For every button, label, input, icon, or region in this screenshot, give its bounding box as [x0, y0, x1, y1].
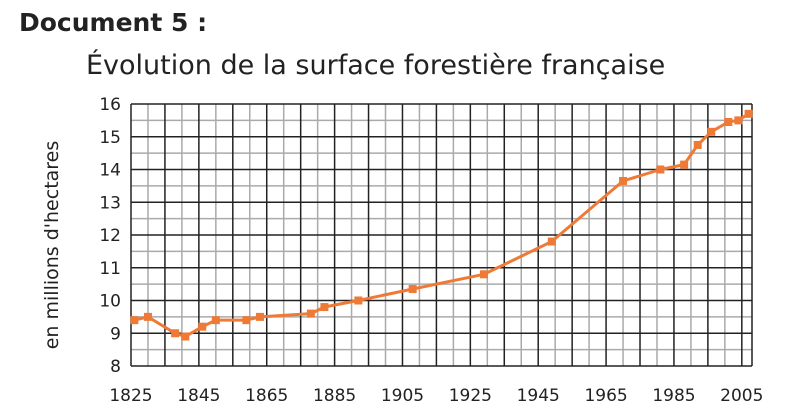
- data-point: [619, 176, 628, 185]
- y-tick-label: 10: [99, 292, 121, 312]
- x-tick-label: 1985: [652, 386, 695, 406]
- data-point: [547, 237, 556, 246]
- major-gridlines: [130, 103, 753, 367]
- data-point: [680, 160, 689, 169]
- data-point: [181, 332, 190, 341]
- x-tick-label: 2005: [720, 386, 763, 406]
- x-tick-label: 1865: [245, 386, 288, 406]
- document-label: Document 5 :: [19, 8, 208, 37]
- x-tick-label: 1825: [109, 386, 152, 406]
- data-point: [744, 109, 753, 118]
- data-point: [211, 316, 220, 325]
- y-tick-label: 12: [99, 226, 121, 246]
- y-tick-label: 15: [99, 128, 121, 148]
- data-point: [693, 140, 702, 149]
- y-tick-label: 9: [110, 324, 121, 344]
- data-point: [255, 312, 264, 321]
- x-tick-label: 1845: [177, 386, 220, 406]
- x-tick-label: 1965: [584, 386, 627, 406]
- series-polyline: [134, 112, 750, 338]
- series-line: [130, 109, 753, 341]
- x-axis-ticks: 1825 1845 1865 1885 1905 1925 1945 1965 1985 2005: [109, 386, 763, 406]
- x-tick-label: 1905: [381, 386, 424, 406]
- data-point: [143, 312, 152, 321]
- y-tick-label: 13: [99, 193, 121, 213]
- data-point: [408, 285, 417, 294]
- y-tick-label: 8: [110, 357, 121, 377]
- data-point: [130, 316, 139, 325]
- data-point: [198, 322, 207, 331]
- data-point: [354, 296, 363, 305]
- y-tick-label: 14: [99, 161, 121, 181]
- x-tick-label: 1925: [449, 386, 492, 406]
- y-axis-ticks: 8 9 10 11 12 13 14 15 16: [99, 95, 121, 377]
- data-point: [734, 116, 743, 125]
- y-tick-label: 16: [99, 95, 121, 115]
- y-tick-label: 11: [99, 259, 121, 279]
- data-point: [724, 118, 733, 127]
- data-point: [242, 316, 251, 325]
- data-point: [306, 309, 315, 318]
- data-point: [479, 270, 488, 279]
- data-point: [707, 127, 716, 136]
- data-point: [656, 165, 665, 174]
- data-point: [320, 303, 329, 312]
- y-axis-label: en millions d'hectares: [41, 141, 63, 350]
- x-tick-label: 1885: [313, 386, 356, 406]
- x-tick-label: 1945: [517, 386, 560, 406]
- data-point: [171, 329, 180, 338]
- chart-title: Évolution de la surface forestière franç…: [86, 50, 666, 81]
